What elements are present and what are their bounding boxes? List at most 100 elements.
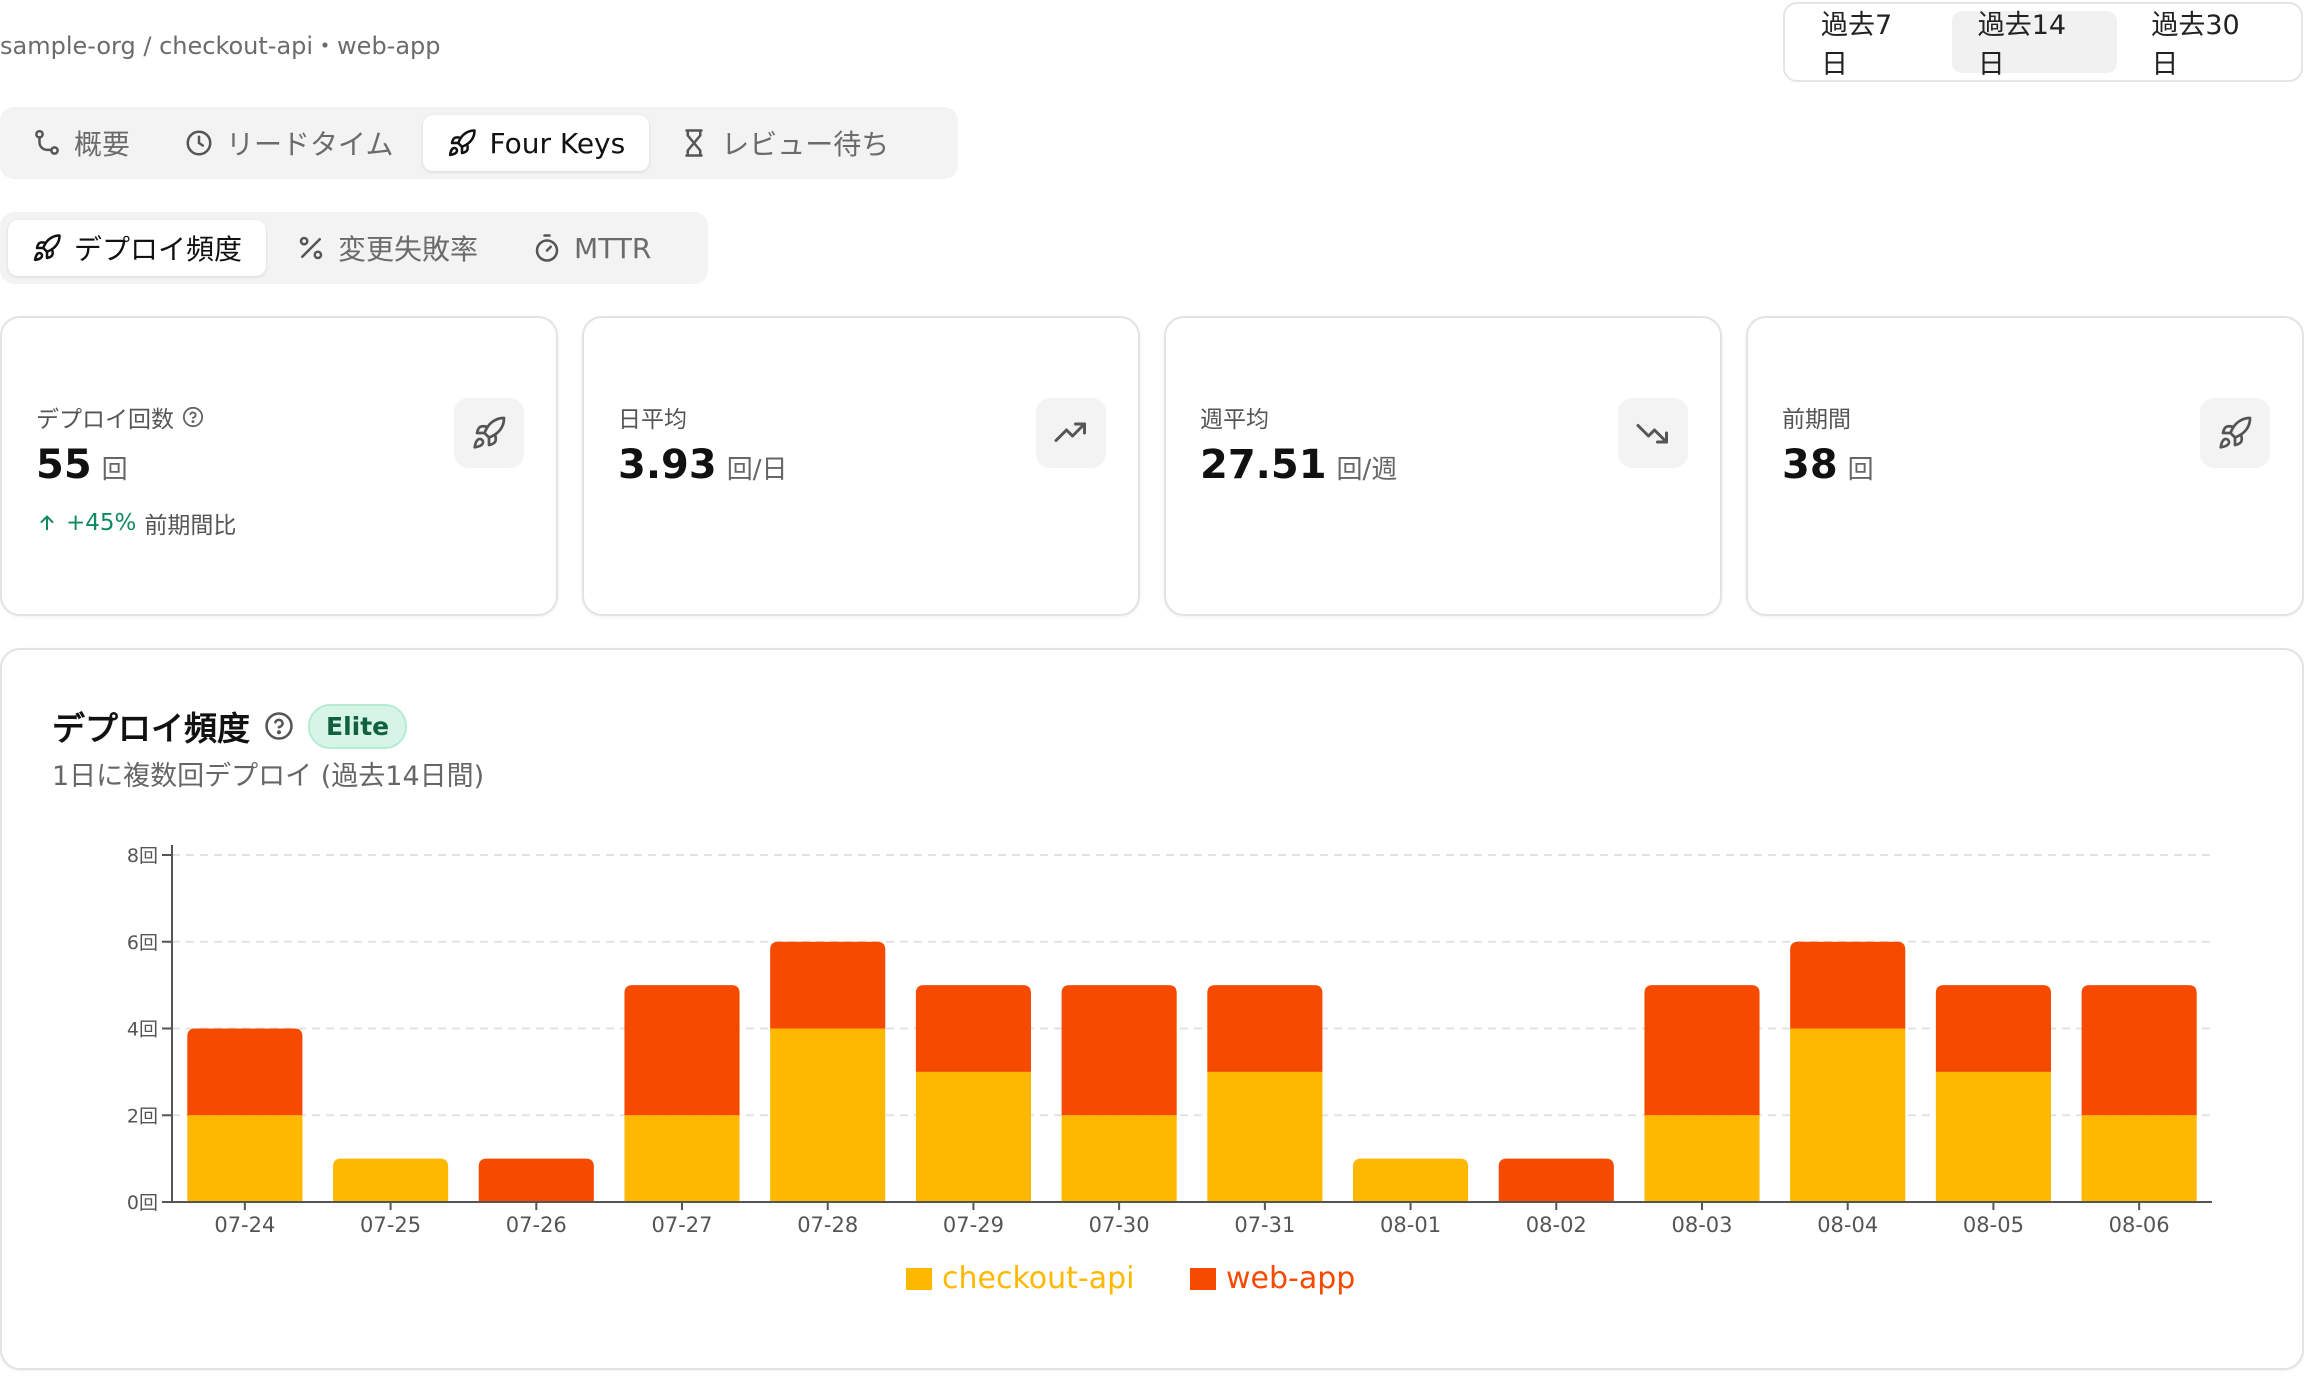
- deploy-frequency-bar-chart: 0回 2回 4回 6回 8回 07-24 07-25 07-26 07-27 07-28 07-29…: [127, 845, 2212, 1296]
- card-icon-box: [2200, 398, 2270, 468]
- bar-checkout-api: [770, 1028, 886, 1202]
- rocket-icon: [449, 129, 477, 157]
- bar-checkout-api: [1061, 1115, 1177, 1202]
- legend-label: checkout-api: [942, 1261, 1134, 1296]
- subtab-label: MTTR: [574, 231, 652, 265]
- x-tick-label: 07-29: [943, 1213, 1004, 1237]
- card-value: 38 回: [1782, 442, 1874, 488]
- bar-web-app: [187, 1028, 303, 1116]
- card-value-unit: 回/週: [1336, 455, 1398, 485]
- tab-lead-time[interactable]: リードタイム: [160, 115, 417, 171]
- stopwatch-icon: [535, 234, 559, 262]
- bar-web-app: [1498, 1158, 1614, 1202]
- card-label-text: デプロイ回数: [36, 407, 174, 433]
- card-label: 日平均: [618, 400, 687, 434]
- card-value: 55 回: [36, 442, 128, 488]
- card-value-number: 27.51: [1200, 442, 1327, 488]
- card-label: 前期間: [1782, 400, 1851, 434]
- legend-swatch: [1190, 1268, 1216, 1290]
- subtab-label: 変更失敗率: [338, 233, 479, 266]
- x-tick-label: 08-04: [1817, 1213, 1878, 1237]
- card-value-unit: 回/日: [726, 455, 788, 485]
- main-tabs: 概要 リードタイム Four Keys レビュー待ち: [0, 107, 958, 179]
- card-label-text: 日平均: [618, 407, 687, 433]
- bar-web-app: [624, 985, 740, 1116]
- range-14d-button[interactable]: 過去14日: [1951, 10, 2118, 80]
- card-value-number: 3.93: [618, 442, 717, 488]
- bar-web-app: [1935, 985, 2051, 1072]
- card-icon-box: [454, 398, 524, 468]
- rocket-icon: [473, 416, 506, 449]
- deploy-count-card: デプロイ回数 55 回 +45% 前期間比: [0, 316, 558, 616]
- bar-web-app: [1061, 985, 1177, 1116]
- chart-subtitle: 1日に複数回デプロイ (過去14日間): [52, 761, 485, 792]
- bar-web-app: [2081, 985, 2197, 1116]
- card-value-unit: 回: [1847, 455, 1874, 485]
- tab-label: リードタイム: [226, 128, 394, 161]
- deploy-frequency-chart-card: デプロイ頻度 Elite 1日に複数回デプロイ (過去14日間) 0回 2回 4回 6…: [0, 648, 2304, 1370]
- legend-swatch: [906, 1268, 932, 1290]
- range-7d-button[interactable]: 過去7日: [1821, 10, 1893, 80]
- bar-checkout-api: [1935, 1071, 2051, 1202]
- bar-checkout-api: [1644, 1115, 1760, 1202]
- bar-web-app: [1644, 985, 1760, 1116]
- card-delta-note: 前期間比: [144, 513, 237, 539]
- card-label: 週平均: [1200, 400, 1269, 434]
- card-value-unit: 回: [101, 455, 128, 485]
- weekly-average-card: 週平均 27.51 回/週: [1164, 316, 1722, 616]
- x-tick-label: 07-31: [1234, 1213, 1295, 1237]
- range-30d-button[interactable]: 過去30日: [2151, 10, 2240, 80]
- tab-four-keys[interactable]: Four Keys: [423, 115, 650, 171]
- bar-checkout-api: [915, 1071, 1031, 1202]
- bar-checkout-api: [187, 1115, 303, 1202]
- percent-icon: [299, 236, 323, 260]
- x-tick-label: 07-24: [214, 1213, 275, 1237]
- performance-badge: Elite: [308, 703, 408, 749]
- trending-up-icon: [1054, 422, 1086, 442]
- card-label: デプロイ回数: [36, 400, 204, 434]
- x-tick-label: 08-01: [1380, 1213, 1441, 1237]
- tab-label: 概要: [74, 128, 131, 161]
- card-value-number: 55: [36, 442, 92, 488]
- chart-title: デプロイ頻度: [52, 709, 250, 748]
- card-value: 3.93 回/日: [618, 442, 787, 488]
- y-tick-label: 2回: [127, 1105, 158, 1127]
- subtab-change-failure-rate[interactable]: 変更失敗率: [272, 220, 502, 276]
- x-tick-label: 07-30: [1089, 1213, 1150, 1237]
- tab-label: Four Keys: [489, 126, 626, 160]
- four-keys-subtabs: デプロイ頻度 変更失敗率 MTTR: [0, 212, 708, 284]
- card-label-text: 週平均: [1200, 407, 1269, 433]
- x-tick-label: 08-02: [1526, 1213, 1587, 1237]
- bar-web-app: [478, 1158, 594, 1202]
- bar-checkout-api: [1207, 1071, 1323, 1202]
- tab-review-wait[interactable]: レビュー待ち: [655, 115, 913, 171]
- tab-label: レビュー待ち: [721, 128, 890, 161]
- card-icon-box: [1618, 398, 1688, 468]
- subtab-label: デプロイ頻度: [74, 233, 243, 266]
- card-value: 27.51 回/週: [1200, 442, 1397, 488]
- rocket-icon: [2219, 416, 2252, 449]
- tab-overview[interactable]: 概要: [8, 115, 154, 171]
- x-tick-label: 07-25: [360, 1213, 421, 1237]
- y-tick-label: 4回: [127, 1019, 158, 1041]
- card-value-number: 38: [1782, 442, 1838, 488]
- legend-label: web-app: [1226, 1261, 1355, 1296]
- y-tick-label: 0回: [127, 1192, 158, 1214]
- card-icon-box: [1036, 398, 1106, 468]
- help-icon[interactable]: [264, 711, 294, 741]
- bar-checkout-api: [1353, 1158, 1469, 1202]
- x-tick-label: 07-26: [506, 1213, 567, 1237]
- card-delta: +45% 前期間比: [36, 506, 236, 540]
- x-tick-label: 07-27: [651, 1213, 712, 1237]
- subtab-deploy-frequency[interactable]: デプロイ頻度: [8, 220, 267, 276]
- bar-checkout-api: [2081, 1115, 2197, 1202]
- x-tick-label: 07-28: [797, 1213, 858, 1237]
- clock-icon: [186, 130, 212, 156]
- bar-checkout-api: [333, 1158, 449, 1202]
- subtab-mttr[interactable]: MTTR: [508, 220, 675, 276]
- trending-down-icon: [1636, 424, 1668, 444]
- help-icon[interactable]: [182, 406, 204, 428]
- chart-header: デプロイ頻度 Elite: [52, 702, 408, 750]
- previous-period-card: 前期間 38 回: [1746, 316, 2304, 616]
- breadcrumb: sample-org / checkout-api・web-app: [0, 32, 441, 60]
